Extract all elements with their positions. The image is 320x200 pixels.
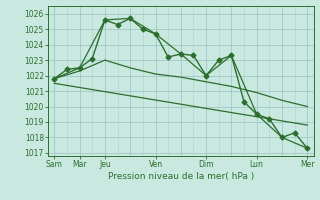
X-axis label: Pression niveau de la mer( hPa ): Pression niveau de la mer( hPa ) <box>108 172 254 181</box>
